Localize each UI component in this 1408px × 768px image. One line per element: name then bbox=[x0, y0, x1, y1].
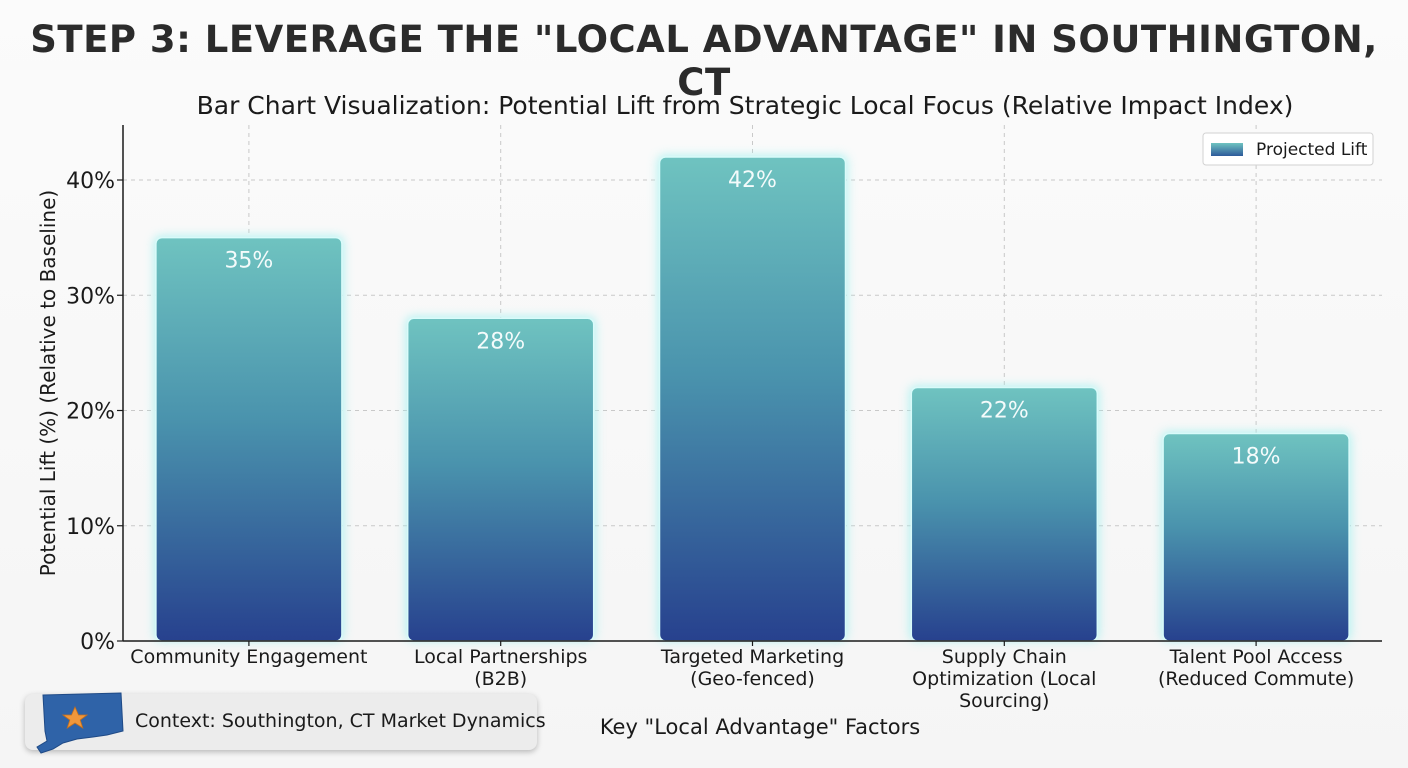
bars: 35% 28% 42% 22% 18% bbox=[153, 154, 1352, 642]
context-box: Context: Southington, CT Market Dynamics bbox=[25, 692, 546, 754]
axes bbox=[117, 125, 1382, 646]
bar-group: 35% bbox=[153, 235, 344, 642]
x-tick-label: Talent Pool Access (Reduced Commute) bbox=[1158, 646, 1354, 690]
page-title: STEP 3: LEVERAGE THE "LOCAL ADVANTAGE" I… bbox=[30, 18, 1378, 104]
legend: Projected Lift bbox=[1202, 132, 1374, 166]
x-tick-label: Community Engagement bbox=[130, 646, 367, 668]
context-label: Context: Southington, CT Market Dynamics bbox=[135, 710, 546, 732]
bar bbox=[406, 317, 595, 642]
x-axis-label: Key "Local Advantage" Factors bbox=[600, 715, 920, 739]
y-tick-label: 40% bbox=[66, 169, 115, 194]
bar-value-label: 28% bbox=[476, 329, 525, 354]
bar-value-label: 42% bbox=[728, 168, 777, 193]
bar-group: 28% bbox=[405, 316, 596, 642]
x-tick-label: Supply Chain Optimization (Local Sourcing) bbox=[912, 646, 1096, 712]
bar-group: 42% bbox=[657, 154, 848, 642]
connecticut-map-star-icon bbox=[36, 692, 124, 754]
bar-value-label: 35% bbox=[224, 249, 273, 274]
bar-group: 18% bbox=[1161, 431, 1352, 642]
legend-label: Projected Lift bbox=[1256, 140, 1368, 160]
y-tick-label: 20% bbox=[66, 400, 115, 425]
x-tick-labels: Community Engagement Local Partnerships (B… bbox=[130, 646, 1354, 712]
bar-group: 22% bbox=[909, 385, 1100, 642]
y-tick-label: 30% bbox=[66, 284, 115, 309]
bar bbox=[155, 236, 343, 642]
bar bbox=[658, 156, 847, 642]
bar-value-label: 18% bbox=[1232, 445, 1281, 470]
y-tick-label: 10% bbox=[66, 515, 115, 540]
y-tick-labels: 0% 10% 20% 30% 40% bbox=[66, 169, 115, 655]
y-tick-label: 0% bbox=[80, 630, 115, 655]
y-axis-label: Potential Lift (%) (Relative to Baseline… bbox=[36, 190, 60, 576]
bar-value-label: 22% bbox=[980, 398, 1029, 423]
chart-title: Bar Chart Visualization: Potential Lift … bbox=[197, 91, 1294, 120]
x-tick-label: Local Partnerships (B2B) bbox=[414, 646, 588, 690]
bar bbox=[910, 386, 1099, 642]
legend-box bbox=[1202, 132, 1374, 166]
x-tick-label: Targeted Marketing (Geo-fenced) bbox=[660, 646, 844, 690]
legend-swatch bbox=[1211, 143, 1243, 156]
